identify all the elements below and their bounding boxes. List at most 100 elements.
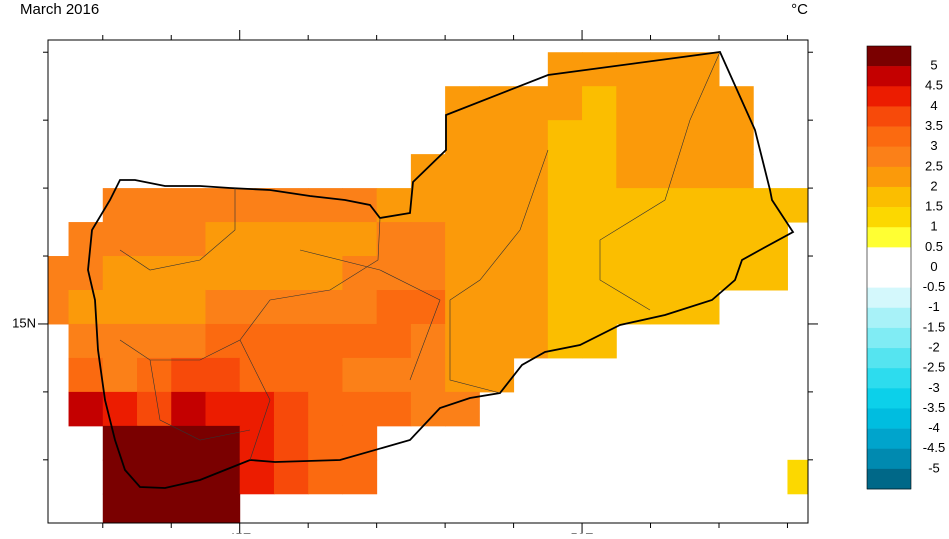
grid-cell [445,222,480,257]
grid-cell [513,154,549,189]
grid-cell [239,323,275,359]
colorbar-box [867,166,911,188]
grid-cell [205,289,241,325]
colorbar-box [867,106,911,127]
y-tick-label: 15N [12,315,36,330]
grid-cell [479,323,515,359]
colorbar-box [867,86,911,107]
grid-cell [684,256,720,291]
colorbar-label: -4.5 [923,440,945,455]
grid-cell [342,222,378,257]
colorbar-label: -2.5 [923,360,945,375]
grid-cell [582,188,617,223]
grid-cell [479,256,515,291]
colorbar-label: 2.5 [925,158,943,173]
grid-cell [650,154,686,189]
grid-cell [513,222,549,257]
grid-cell [239,357,275,393]
grid-cell [137,188,172,223]
grid-cell [137,425,172,461]
grid-cell [376,357,412,393]
grid-cell [684,188,720,223]
grid-cell [239,425,275,461]
grid-cell [205,256,241,291]
grid-cell [718,222,754,257]
grid-cell [650,222,686,257]
grid-cell [547,86,583,121]
country-outline [87,51,795,489]
grid-cell [616,120,652,155]
grid-cell [308,188,343,223]
grid-cell [445,154,480,189]
grid-cell [308,289,343,325]
colorbar-label: 2 [930,178,937,193]
grid-cell [137,391,172,427]
grid-cell [205,425,241,461]
grid-cell [718,188,754,223]
region-boundaries [119,51,721,461]
grid-cell [102,493,138,523]
grid-cell [376,391,412,427]
grid-cell [102,391,138,427]
grid-cell [479,357,515,393]
colorbar-label: -1.5 [923,319,945,334]
grid-cell [102,289,138,325]
grid-cell [547,188,583,223]
grid-cell [171,391,206,427]
grid-cell [171,357,206,393]
grid-cell [273,357,309,393]
grid-cell [137,289,172,325]
colorbar-label: 3.5 [925,118,943,133]
grid-cell [445,188,480,223]
grid-cell [171,222,206,257]
grid-cell [273,289,309,325]
colorbar-box [867,408,911,429]
grid-cell [308,391,343,427]
x-tick-label: 45E [228,531,251,534]
colorbar-label: 5 [930,58,937,73]
colorbar-label: -2 [928,339,940,354]
colorbar-label: 4.5 [925,78,943,93]
grid-cell [479,154,515,189]
grid-cell [48,256,70,291]
grid-cell [616,188,652,223]
grid-cell [547,323,583,359]
grid-cell [479,188,515,223]
grid-cell [137,493,172,523]
grid-cell [376,222,412,257]
colorbar-label: -1 [928,299,940,314]
grid-cell [137,222,172,257]
grid-cell [102,256,138,291]
colorbar-box [867,287,911,309]
grid-cell [342,188,378,223]
colorbar-box [867,46,911,67]
colorbar-label: -5 [928,460,940,475]
colorbar-box [867,207,911,228]
grid-cell [410,222,446,257]
grid-cell [582,154,617,189]
colorbar-box [867,66,911,87]
grid-cell [205,188,241,223]
colorbar-label: -4 [928,420,940,435]
unit-label: °C [791,1,808,18]
grid-cell [239,459,275,495]
grid-cell [205,493,241,523]
grid-cell [479,222,515,257]
grid-cell [616,86,652,121]
grid-cell [342,391,378,427]
grid-cell [68,357,104,393]
grid-cell [239,222,275,257]
grid-cell [513,188,549,223]
colorbar-box [867,307,911,329]
grid-cell [102,357,138,393]
colorbar-box [867,348,911,369]
grid-cell [205,391,241,427]
grid-cell [616,154,652,189]
grid-cell [410,256,446,291]
grid-cell [137,256,172,291]
grid-cell [376,256,412,291]
colorbar-box [867,227,911,248]
grid-cell [616,222,652,257]
grid-cell [582,256,617,291]
